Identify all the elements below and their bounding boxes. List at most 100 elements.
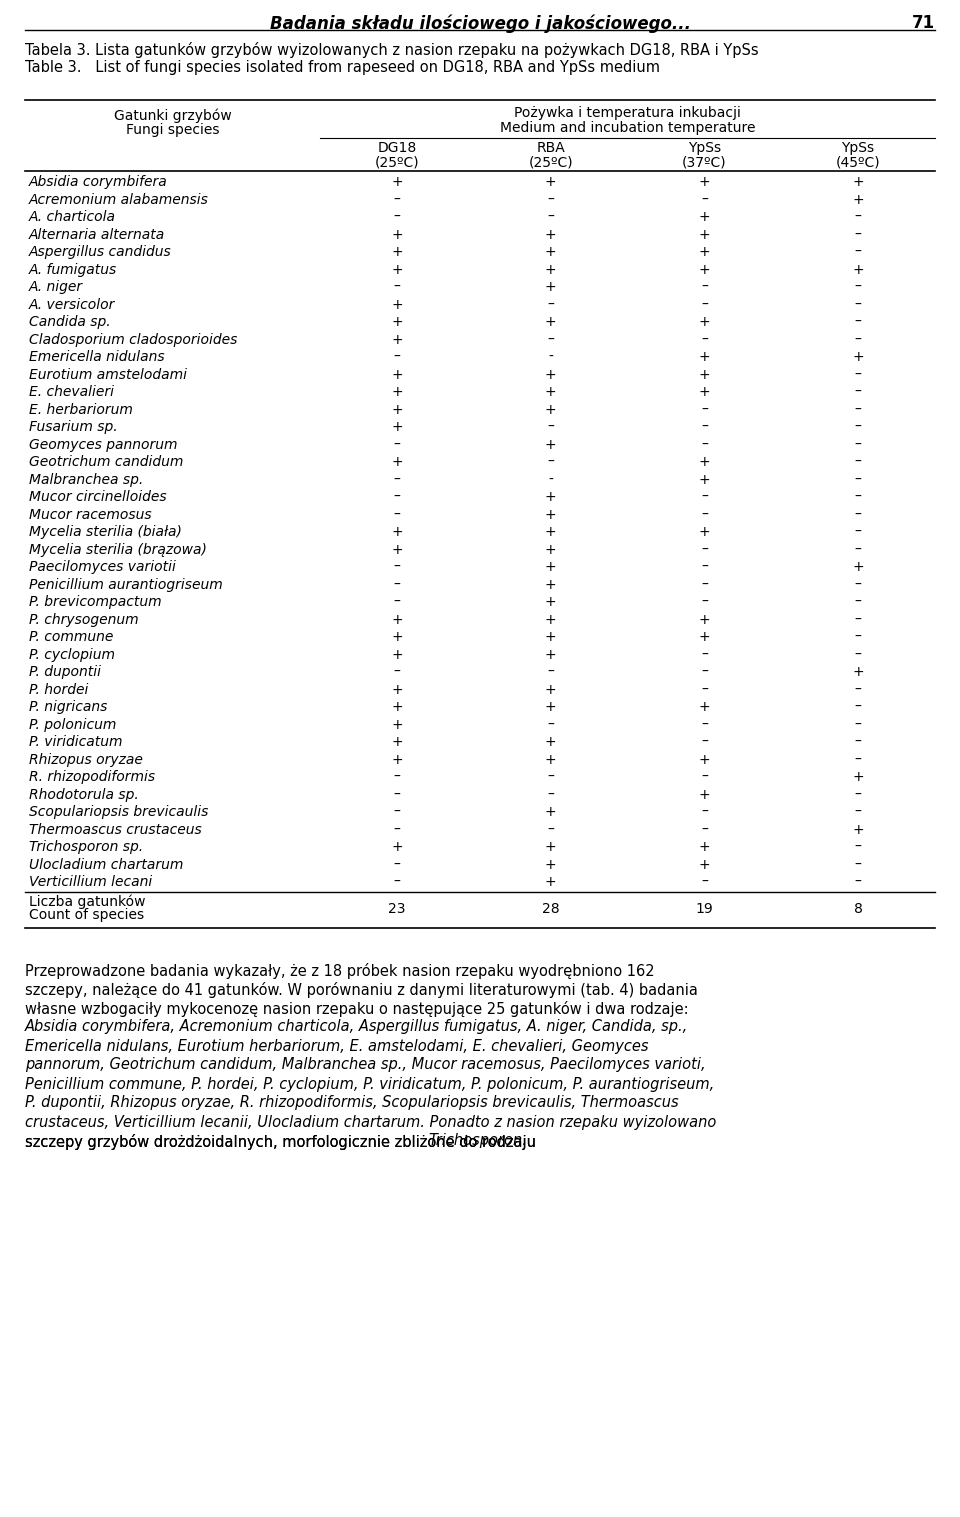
- Text: –: –: [854, 332, 861, 346]
- Text: +: +: [391, 718, 402, 731]
- Text: szczepy grzybów drożdżoidalnych, morfologicznie zbliżone do rodzaju: szczepy grzybów drożdżoidalnych, morfolo…: [25, 1133, 545, 1150]
- Text: –: –: [854, 455, 861, 469]
- Text: –: –: [547, 193, 554, 206]
- Text: +: +: [699, 246, 710, 259]
- Text: P. polonicum: P. polonicum: [29, 718, 116, 731]
- Text: +: +: [852, 262, 864, 276]
- Text: –: –: [854, 525, 861, 539]
- Text: +: +: [391, 174, 402, 190]
- Text: –: –: [394, 595, 400, 608]
- Text: –: –: [701, 875, 708, 889]
- Text: Absidia corymbifera, Acremonium charticola, Aspergillus fumigatus, A. niger, Can: Absidia corymbifera, Acremonium chartico…: [25, 1019, 688, 1035]
- Text: Gatunki grzybów: Gatunki grzybów: [113, 108, 231, 123]
- Text: Aspergillus candidus: Aspergillus candidus: [29, 246, 172, 259]
- Text: +: +: [391, 683, 402, 696]
- Text: pannorum, Geotrichum candidum, Malbranchea sp., Mucor racemosus, Paecilomyces va: pannorum, Geotrichum candidum, Malbranch…: [25, 1057, 706, 1073]
- Text: +: +: [545, 385, 557, 399]
- Text: Absidia corymbifera: Absidia corymbifera: [29, 174, 168, 190]
- Text: –: –: [701, 736, 708, 749]
- Text: DG18: DG18: [377, 141, 417, 155]
- Text: Alternaria alternata: Alternaria alternata: [29, 228, 165, 241]
- Text: YpSs: YpSs: [842, 141, 875, 155]
- Text: –: –: [854, 281, 861, 294]
- Text: –: –: [854, 736, 861, 749]
- Text: +: +: [852, 822, 864, 836]
- Text: +: +: [391, 385, 402, 399]
- Text: –: –: [854, 209, 861, 225]
- Text: –: –: [394, 508, 400, 522]
- Text: –: –: [854, 857, 861, 871]
- Text: –: –: [701, 420, 708, 434]
- Text: +: +: [545, 595, 557, 608]
- Text: (37ºC): (37ºC): [682, 155, 727, 168]
- Text: szczepy, należące do 41 gatunków. W porównaniu z danymi literaturowymi (tab. 4) : szczepy, należące do 41 gatunków. W poró…: [25, 981, 698, 998]
- Text: własne wzbogaciły mykocenozę nasion rzepaku o następujące 25 gatunków i dwa rodz: własne wzbogaciły mykocenozę nasion rzep…: [25, 1001, 688, 1016]
- Text: +: +: [391, 613, 402, 627]
- Text: +: +: [852, 771, 864, 784]
- Text: P. nigricans: P. nigricans: [29, 699, 108, 715]
- Text: –: –: [854, 316, 861, 329]
- Text: –: –: [701, 648, 708, 661]
- Text: +: +: [545, 262, 557, 276]
- Text: +: +: [699, 787, 710, 801]
- Text: Acremonium alabamensis: Acremonium alabamensis: [29, 193, 209, 206]
- Text: Cladosporium cladosporioides: Cladosporium cladosporioides: [29, 332, 237, 346]
- Text: +: +: [545, 683, 557, 696]
- Text: –: –: [701, 718, 708, 731]
- Text: +: +: [391, 228, 402, 241]
- Text: +: +: [699, 228, 710, 241]
- Text: Thermoascus crustaceus: Thermoascus crustaceus: [29, 822, 202, 836]
- Text: (25ºC): (25ºC): [374, 155, 420, 168]
- Text: +: +: [699, 316, 710, 329]
- Text: +: +: [545, 699, 557, 715]
- Text: –: –: [854, 228, 861, 241]
- Text: P. brevicompactum: P. brevicompactum: [29, 595, 161, 608]
- Text: Emericella nidulans: Emericella nidulans: [29, 350, 164, 364]
- Text: –: –: [547, 297, 554, 311]
- Text: P. dupontii, Rhizopus oryzae, R. rhizopodiformis, Scopulariopsis brevicaulis, Th: P. dupontii, Rhizopus oryzae, R. rhizopo…: [25, 1095, 679, 1110]
- Text: 71: 71: [912, 14, 935, 32]
- Text: +: +: [391, 736, 402, 749]
- Text: –: –: [701, 578, 708, 592]
- Text: +: +: [391, 246, 402, 259]
- Text: –: –: [854, 543, 861, 557]
- Text: 19: 19: [695, 901, 713, 915]
- Text: +: +: [545, 316, 557, 329]
- Text: Badania składu ilościowego i jakościowego...: Badania składu ilościowego i jakościoweg…: [270, 14, 690, 32]
- Text: +: +: [545, 367, 557, 381]
- Text: +: +: [545, 736, 557, 749]
- Text: Medium and incubation temperature: Medium and incubation temperature: [500, 121, 756, 135]
- Text: –: –: [854, 246, 861, 259]
- Text: +: +: [852, 664, 864, 680]
- Text: –: –: [701, 543, 708, 557]
- Text: –: –: [394, 857, 400, 871]
- Text: 23: 23: [388, 901, 406, 915]
- Text: +: +: [545, 613, 557, 627]
- Text: Pożywka i temperatura inkubacji: Pożywka i temperatura inkubacji: [514, 106, 741, 120]
- Text: +: +: [545, 630, 557, 645]
- Text: +: +: [545, 648, 557, 661]
- Text: +: +: [391, 525, 402, 539]
- Text: Geomyces pannorum: Geomyces pannorum: [29, 437, 178, 452]
- Text: –: –: [394, 209, 400, 225]
- Text: –: –: [701, 508, 708, 522]
- Text: –: –: [854, 718, 861, 731]
- Text: +: +: [699, 630, 710, 645]
- Text: P. cyclopium: P. cyclopium: [29, 648, 115, 661]
- Text: crustaceus, Verticillium lecanii, Ulocladium chartarum. Ponadto z nasion rzepaku: crustaceus, Verticillium lecanii, Ulocla…: [25, 1115, 716, 1130]
- Text: Mucor racemosus: Mucor racemosus: [29, 508, 152, 522]
- Text: +: +: [545, 281, 557, 294]
- Text: –: –: [701, 332, 708, 346]
- Text: –: –: [854, 385, 861, 399]
- Text: +: +: [545, 228, 557, 241]
- Text: –: –: [547, 332, 554, 346]
- Text: –: –: [394, 472, 400, 487]
- Text: –: –: [394, 350, 400, 364]
- Text: +: +: [545, 752, 557, 766]
- Text: +: +: [391, 455, 402, 469]
- Text: P. viridicatum: P. viridicatum: [29, 736, 123, 749]
- Text: –: –: [394, 193, 400, 206]
- Text: –: –: [854, 508, 861, 522]
- Text: A. niger: A. niger: [29, 281, 84, 294]
- Text: +: +: [699, 752, 710, 766]
